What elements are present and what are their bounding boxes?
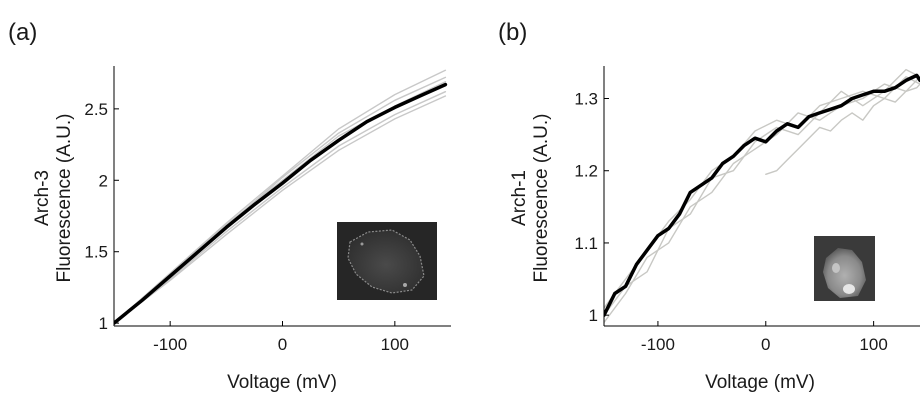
ticks-a: -100 0 100 1 1.5 2 2.5 [84,100,409,354]
y-tick-label-b-1: 1.1 [574,234,598,253]
traces-b [604,68,920,324]
y-tick-label-b-3: 1.3 [574,90,598,109]
x-tick-label-a-1: 0 [278,335,287,354]
panel-b: (b) Arch-1 Fluorescence (A.U.) Voltage (… [498,19,920,393]
ylabel-a: Arch-3 Fluorescence (A.U.) [32,114,75,283]
xlabel-b: Voltage (mV) [705,372,815,393]
xlabel-a: Voltage (mV) [227,372,337,393]
mean-trace-a-0 [114,82,448,325]
y-tick-label-a-2: 2 [99,171,108,190]
y-tick-label-b-2: 1.2 [574,162,598,181]
y-tick-label-a-0: 1 [99,314,108,333]
x-tick-label-a-2: 100 [381,335,409,354]
y-tick-label-a-3: 2.5 [84,100,108,119]
panel-label-a: (a) [8,19,37,46]
inset-image-b [814,236,875,301]
inset-image-a [337,222,437,300]
traces-a [114,69,448,325]
ticks-b: -100 0 100 1 1.1 1.2 1.3 [574,90,887,355]
ylabel-a-line1: Arch-3 [32,170,53,226]
individual-trace-a-4 [114,95,447,324]
individual-trace-a-1 [114,69,447,324]
ylabel-b-line2: Fluorescence (A.U.) [531,114,552,283]
panel-a: (a) Arch-3 Fluorescence (A.U.) Voltage (… [8,19,451,393]
x-tick-label-b-0: -100 [641,335,675,354]
ylabel-b: Arch-1 Fluorescence (A.U.) [509,114,552,283]
individual-trace-a-3 [114,91,447,324]
y-tick-label-a-1: 1.5 [84,243,108,262]
x-tick-label-b-1: 0 [761,335,770,354]
panel-label-b: (b) [498,19,527,46]
y-tick-label-b-0: 1 [589,306,598,325]
x-tick-label-b-2: 100 [859,335,887,354]
mean-trace-b-0 [604,73,920,317]
ylabel-b-line1: Arch-1 [509,170,530,226]
individual-trace-b-4 [765,83,920,175]
ylabel-a-line2: Fluorescence (A.U.) [54,114,75,283]
individual-trace-b-3 [604,68,920,316]
x-tick-label-a-0: -100 [153,335,187,354]
